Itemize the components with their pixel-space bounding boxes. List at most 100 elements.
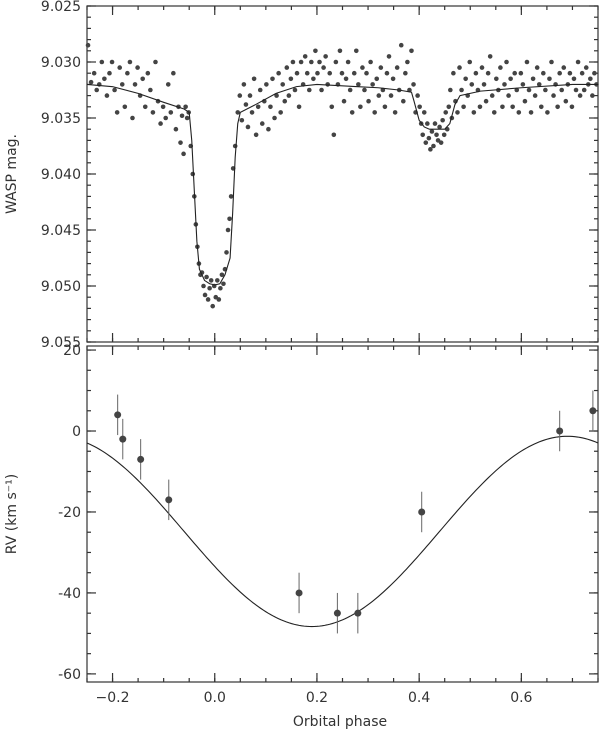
photometry-data-point bbox=[518, 70, 524, 76]
photometry-data-point bbox=[345, 59, 351, 65]
rv-panel: -60 -40 -20 0 20 −0.2 0.0 0.2 0.4 0.6 RV (km s⁻¹)… bbox=[4, 343, 599, 730]
photometry-data-point bbox=[201, 283, 206, 289]
photometry-data-point bbox=[588, 76, 593, 82]
photometry-data-point bbox=[219, 272, 225, 278]
photometry-data-point bbox=[451, 70, 456, 76]
photometry-data-point bbox=[510, 104, 515, 110]
rv-x-tick-label: −0.2 bbox=[96, 690, 130, 706]
photometry-data-point bbox=[253, 132, 259, 138]
photometry-data-point bbox=[351, 70, 357, 76]
rv-y-axis-title: RV (km s⁻¹) bbox=[4, 474, 20, 554]
photometry-data-point bbox=[94, 87, 100, 93]
photometry-data-point bbox=[504, 59, 509, 65]
photometry-data-point bbox=[228, 194, 234, 199]
photometry-data-point bbox=[288, 76, 294, 82]
photometry-data-point bbox=[437, 124, 442, 130]
photometry-data-point bbox=[165, 82, 171, 87]
photometry-data-point bbox=[313, 48, 318, 54]
photometry-data-point bbox=[104, 93, 110, 98]
photometry-data-point bbox=[179, 113, 185, 119]
photometry-data-point bbox=[392, 110, 398, 115]
photometry-data-point bbox=[579, 70, 585, 76]
rv-data-point bbox=[589, 407, 597, 415]
photometry-data-point bbox=[534, 65, 540, 70]
photometry-data-point bbox=[272, 115, 277, 121]
photometry-data-point bbox=[386, 54, 392, 59]
photometry-data-point bbox=[483, 98, 489, 104]
photometry-data-point bbox=[132, 82, 138, 87]
photometry-data-point bbox=[353, 48, 359, 54]
photometry-data-point bbox=[257, 87, 263, 93]
rv-frame bbox=[86, 345, 599, 683]
photometry-data-point bbox=[489, 93, 495, 98]
rv-data-point bbox=[556, 427, 564, 435]
photometry-data-point bbox=[532, 93, 538, 98]
photometry-data-point bbox=[583, 65, 589, 70]
photometry-frame bbox=[86, 5, 599, 343]
photometry-data-point bbox=[530, 76, 536, 82]
photometry-data-point bbox=[247, 93, 253, 98]
photometry-data-point bbox=[405, 59, 410, 65]
photometry-data-point bbox=[88, 79, 94, 85]
photometry-data-point bbox=[524, 59, 530, 65]
photometry-data-point bbox=[457, 65, 462, 70]
photometry-y-tick-label: 9.055 bbox=[41, 335, 81, 351]
photometry-data-point bbox=[102, 76, 107, 82]
rv-y-tick-label: 0 bbox=[72, 424, 81, 440]
photometry-data-point bbox=[567, 70, 573, 76]
photometry-data-point bbox=[551, 93, 556, 98]
photometry-data-point bbox=[333, 59, 339, 65]
photometry-data-point bbox=[581, 87, 587, 93]
photometry-data-point bbox=[420, 132, 426, 138]
photometry-data-point bbox=[516, 110, 522, 115]
photometry-data-point bbox=[114, 110, 120, 115]
photometry-data-point bbox=[536, 82, 542, 87]
photometry-data-point bbox=[112, 87, 117, 93]
rv-data-point bbox=[418, 508, 426, 516]
photometry-data-point bbox=[202, 292, 208, 298]
photometry-data-point bbox=[221, 281, 226, 287]
photometry-data-point bbox=[473, 70, 479, 76]
photometry-data-point bbox=[502, 82, 507, 87]
photometry-data-point bbox=[264, 82, 269, 87]
photometry-data-point bbox=[376, 93, 382, 98]
rv-data-point bbox=[354, 609, 362, 617]
photometry-data-point bbox=[491, 110, 497, 115]
photometry-data-point bbox=[575, 59, 581, 65]
photometry-data-point bbox=[207, 285, 212, 291]
photometry-data-point bbox=[434, 132, 439, 138]
photometry-data-point bbox=[311, 76, 316, 82]
photometry-data-point bbox=[184, 115, 190, 121]
photometry-data-point bbox=[302, 54, 308, 59]
photometry-data-point bbox=[183, 104, 188, 110]
photometry-data-point bbox=[148, 87, 153, 93]
rv-y-tick-label: -60 bbox=[58, 667, 81, 683]
photometry-data-point bbox=[150, 110, 156, 115]
photometry-data-point bbox=[286, 93, 292, 98]
photometry-data-point bbox=[506, 93, 511, 98]
photometry-data-point bbox=[298, 59, 304, 65]
photometry-data-point bbox=[438, 140, 444, 145]
photometry-data-point bbox=[431, 143, 436, 149]
photometry-data-point bbox=[388, 93, 394, 98]
photometry-data-point bbox=[135, 65, 140, 70]
photometry-data-point bbox=[378, 65, 384, 70]
photometry-data-point bbox=[409, 48, 414, 54]
photometry-data-point bbox=[364, 70, 369, 76]
photometry-data-point bbox=[463, 76, 468, 82]
photometry-data-point bbox=[469, 82, 475, 87]
photometry-data-point bbox=[290, 59, 296, 65]
photometry-y-tick-label: 9.035 bbox=[41, 111, 81, 127]
photometry-y-tick-label: 9.030 bbox=[41, 55, 81, 71]
photometry-data-point bbox=[251, 76, 257, 82]
photometry-data-point bbox=[421, 110, 427, 115]
photometry-data-point bbox=[370, 82, 375, 87]
photometry-data-point bbox=[467, 59, 473, 65]
photometry-data-point bbox=[205, 297, 211, 302]
photometry-data-point bbox=[394, 65, 400, 70]
photometry-data-point bbox=[366, 98, 371, 104]
photometry-y-tick-label: 9.025 bbox=[41, 0, 81, 15]
photometry-data-point bbox=[218, 285, 223, 291]
photometry-data-point bbox=[232, 143, 238, 149]
